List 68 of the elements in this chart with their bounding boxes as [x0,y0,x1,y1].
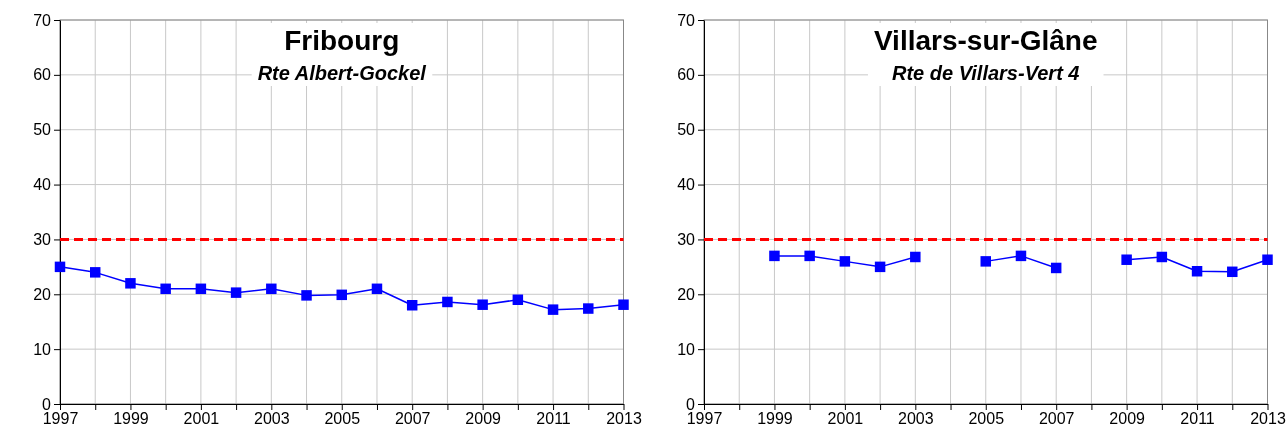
point [160,283,171,295]
x-tick-label: 2001 [183,410,220,428]
point [266,283,277,295]
y-tick-label: 0 [685,395,695,413]
point [980,256,991,267]
point [230,287,242,298]
y-tick-label: 70 [33,11,52,29]
x-tick-label: 2007 [394,410,431,428]
y-tick-label: 10 [676,340,695,358]
point [371,283,383,295]
point [874,261,885,273]
y-tick-label: 40 [33,176,52,194]
y-tick-label: 60 [33,66,52,84]
y-tick-label: 0 [42,395,52,413]
point [583,303,594,314]
text: Rte Albert-Gockel [257,62,427,84]
x-tick-label: 2009 [1108,410,1145,428]
x-tick-label: 1999 [756,410,793,428]
y-tick-label: 60 [676,66,695,84]
y-tick-label: 30 [33,231,52,249]
point [1261,254,1273,265]
point [336,289,347,301]
point [547,304,559,315]
point [406,300,418,311]
x-tick-label: 2005 [324,410,361,428]
point [1191,266,1202,277]
point [1050,262,1061,274]
point [54,261,66,273]
y-tick-label: 30 [676,231,695,249]
x-tick-label: 1997 [42,410,79,428]
point [195,283,207,295]
chart-title: Fribourg [284,25,400,56]
x-tick-label: 1999 [113,410,149,428]
point [512,294,524,306]
x-tick-label: 2009 [465,410,502,428]
x-tick-label: 2003 [897,410,934,428]
point [301,290,312,301]
x-tick-label: 2007 [1038,410,1075,428]
point [477,299,488,310]
point [1120,254,1132,265]
point [909,251,921,263]
text: Rte de Villars-Vert 4 [891,62,1079,84]
chart-title: Villars-sur-Glâne [873,25,1098,56]
y-tick-label: 50 [676,121,695,139]
x-tick-label: 1997 [686,410,722,428]
point [125,278,136,289]
point [803,250,815,262]
x-tick-label: 2003 [254,410,290,428]
y-tick-label: 20 [33,285,52,303]
point [1226,266,1238,278]
point [839,256,850,267]
point [768,250,780,262]
x-tick-label: 2011 [536,410,571,428]
x-tick-label: 2011 [1179,410,1215,428]
point [442,296,453,308]
x-tick-label: 2013 [606,410,642,428]
y-tick-label: 10 [33,340,52,358]
point [1015,250,1026,262]
y-tick-label: 70 [676,11,695,29]
point [89,267,101,278]
y-tick-label: 20 [676,285,695,303]
point [618,299,629,310]
x-tick-label: 2013 [1249,410,1286,428]
point [1156,251,1167,263]
x-tick-label: 2005 [967,410,1004,428]
y-tick-label: 50 [33,121,52,139]
y-tick-label: 40 [676,176,695,194]
x-tick-label: 2001 [827,410,863,428]
